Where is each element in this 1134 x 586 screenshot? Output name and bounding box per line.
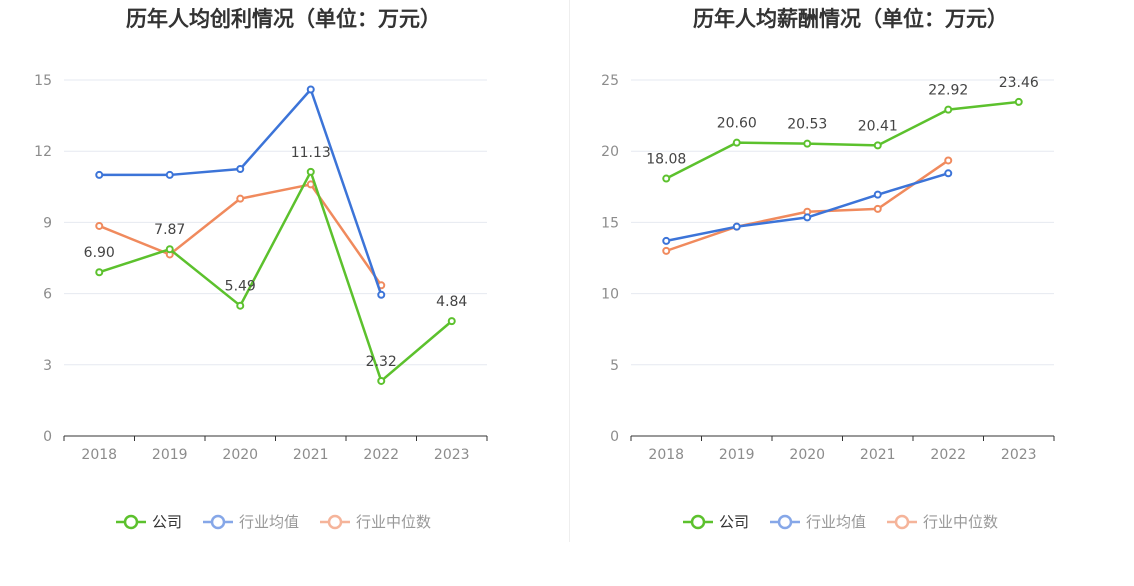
legend-item-industry-median[interactable]: 行业中位数 (320, 513, 431, 531)
data-point-company[interactable] (306, 167, 315, 176)
data-point-company[interactable] (873, 141, 882, 150)
x-tick-label: 2021 (860, 447, 896, 463)
x-tick-label: 2023 (434, 447, 470, 463)
data-label: 22.92 (928, 83, 968, 99)
data-point-industry-avg[interactable] (803, 213, 812, 222)
chart-divider (569, 0, 570, 542)
legend-item-industry-avg[interactable]: 行业均值 (770, 513, 866, 531)
data-point-industry-avg[interactable] (165, 170, 174, 179)
data-point-company[interactable] (732, 138, 741, 147)
series-line-industry-median (665, 159, 949, 253)
legend-item-company[interactable]: 公司 (683, 513, 749, 531)
series-line-industry-avg (99, 88, 383, 296)
x-tick-label: 2018 (648, 447, 684, 463)
data-point-company[interactable] (95, 268, 104, 277)
legend-item-industry-avg[interactable]: 行业均值 (203, 513, 299, 531)
data-point-industry-avg[interactable] (944, 169, 953, 178)
y-tick-label: 5 (610, 358, 619, 374)
chart-title: 历年人均薪酬情况（单位：万元） (693, 7, 1008, 31)
x-tick-label: 2023 (1001, 447, 1037, 463)
data-label: 18.08 (646, 152, 686, 168)
data-label: 7.87 (154, 222, 185, 238)
data-label: 11.13 (291, 145, 331, 161)
data-point-industry-avg[interactable] (306, 85, 315, 94)
y-tick-label: 15 (601, 215, 619, 231)
chart-svg: 历年人均创利情况（单位：万元） 0 3 6 9 12 15 2018 2019 2020 2021 2… (34, 7, 488, 531)
data-label: 2.32 (366, 354, 397, 370)
legend-marker-icon (777, 514, 793, 530)
y-tick-label: 0 (610, 429, 619, 445)
salary-per-capita-chart: 历年人均薪酬情况（单位：万元） 0 5 10 15 20 25 2018 2019 2020 202… (567, 0, 1134, 582)
data-label: 5.49 (225, 279, 256, 295)
data-point-industry-median[interactable] (662, 246, 671, 255)
x-tick-label: 2022 (363, 447, 399, 463)
y-tick-label: 15 (34, 73, 52, 89)
y-tick-label: 10 (601, 287, 619, 303)
x-tick-label: 2019 (719, 447, 755, 463)
chart-title: 历年人均创利情况（单位：万元） (126, 7, 441, 31)
y-tick-label: 3 (43, 358, 52, 374)
series-line-company (98, 170, 453, 383)
data-label: 20.41 (858, 118, 898, 134)
profit-per-capita-chart: 历年人均创利情况（单位：万元） 0 3 6 9 12 15 2018 2019 2020 2021 2… (0, 0, 567, 582)
legend-item-company[interactable]: 公司 (116, 513, 182, 531)
data-label: 20.60 (717, 116, 757, 132)
legend-marker-icon (690, 514, 706, 530)
series-line-company (665, 100, 1019, 180)
legend-label: 行业均值 (806, 513, 866, 531)
x-tick-label: 2020 (222, 447, 258, 463)
y-tick-label: 0 (43, 429, 52, 445)
chart-svg: 历年人均薪酬情况（单位：万元） 0 5 10 15 20 25 2018 2019 2020 202… (601, 7, 1055, 531)
data-point-industry-avg[interactable] (873, 190, 882, 199)
legend-marker-icon (894, 514, 910, 530)
x-tick-label: 2022 (930, 447, 966, 463)
data-point-company[interactable] (944, 105, 953, 114)
x-tick-label: 2021 (293, 447, 329, 463)
y-tick-label: 12 (34, 144, 52, 160)
y-tick-label: 20 (601, 144, 619, 160)
data-point-industry-avg[interactable] (732, 222, 741, 231)
y-tick-label: 25 (601, 73, 619, 89)
data-point-company[interactable] (165, 245, 174, 254)
x-tick-label: 2019 (152, 447, 188, 463)
data-label: 4.84 (436, 294, 467, 310)
data-point-industry-median[interactable] (306, 180, 315, 189)
data-point-company[interactable] (803, 139, 812, 148)
y-tick-label: 9 (43, 215, 52, 231)
data-point-company[interactable] (662, 174, 671, 183)
x-tick-label: 2018 (81, 447, 117, 463)
series-line-industry-avg (666, 172, 949, 243)
legend-marker-icon (210, 514, 226, 530)
legend-item-industry-median[interactable]: 行业中位数 (887, 513, 998, 531)
legend-label: 公司 (152, 513, 182, 531)
legend-marker-icon (327, 514, 343, 530)
data-label: 20.53 (787, 117, 827, 133)
data-point-industry-median[interactable] (873, 204, 882, 213)
data-point-industry-median[interactable] (944, 156, 953, 165)
data-point-company[interactable] (1014, 97, 1023, 106)
x-tick-label: 2020 (789, 447, 825, 463)
data-point-industry-avg[interactable] (377, 290, 386, 299)
data-point-company[interactable] (377, 376, 386, 385)
data-point-company[interactable] (447, 317, 456, 326)
data-point-industry-median[interactable] (236, 194, 245, 203)
legend-marker-icon (123, 514, 139, 530)
data-point-industry-median[interactable] (95, 221, 104, 230)
data-point-industry-avg[interactable] (95, 170, 104, 179)
data-label: 23.46 (999, 75, 1039, 91)
data-point-company[interactable] (236, 301, 245, 310)
data-point-industry-avg[interactable] (662, 236, 671, 245)
legend-label: 行业中位数 (923, 513, 998, 531)
legend-label: 行业中位数 (356, 513, 431, 531)
legend-label: 行业均值 (239, 513, 299, 531)
legend-label: 公司 (719, 513, 749, 531)
data-label: 6.90 (84, 245, 115, 261)
data-point-industry-avg[interactable] (236, 165, 245, 173)
y-tick-label: 6 (43, 287, 52, 303)
